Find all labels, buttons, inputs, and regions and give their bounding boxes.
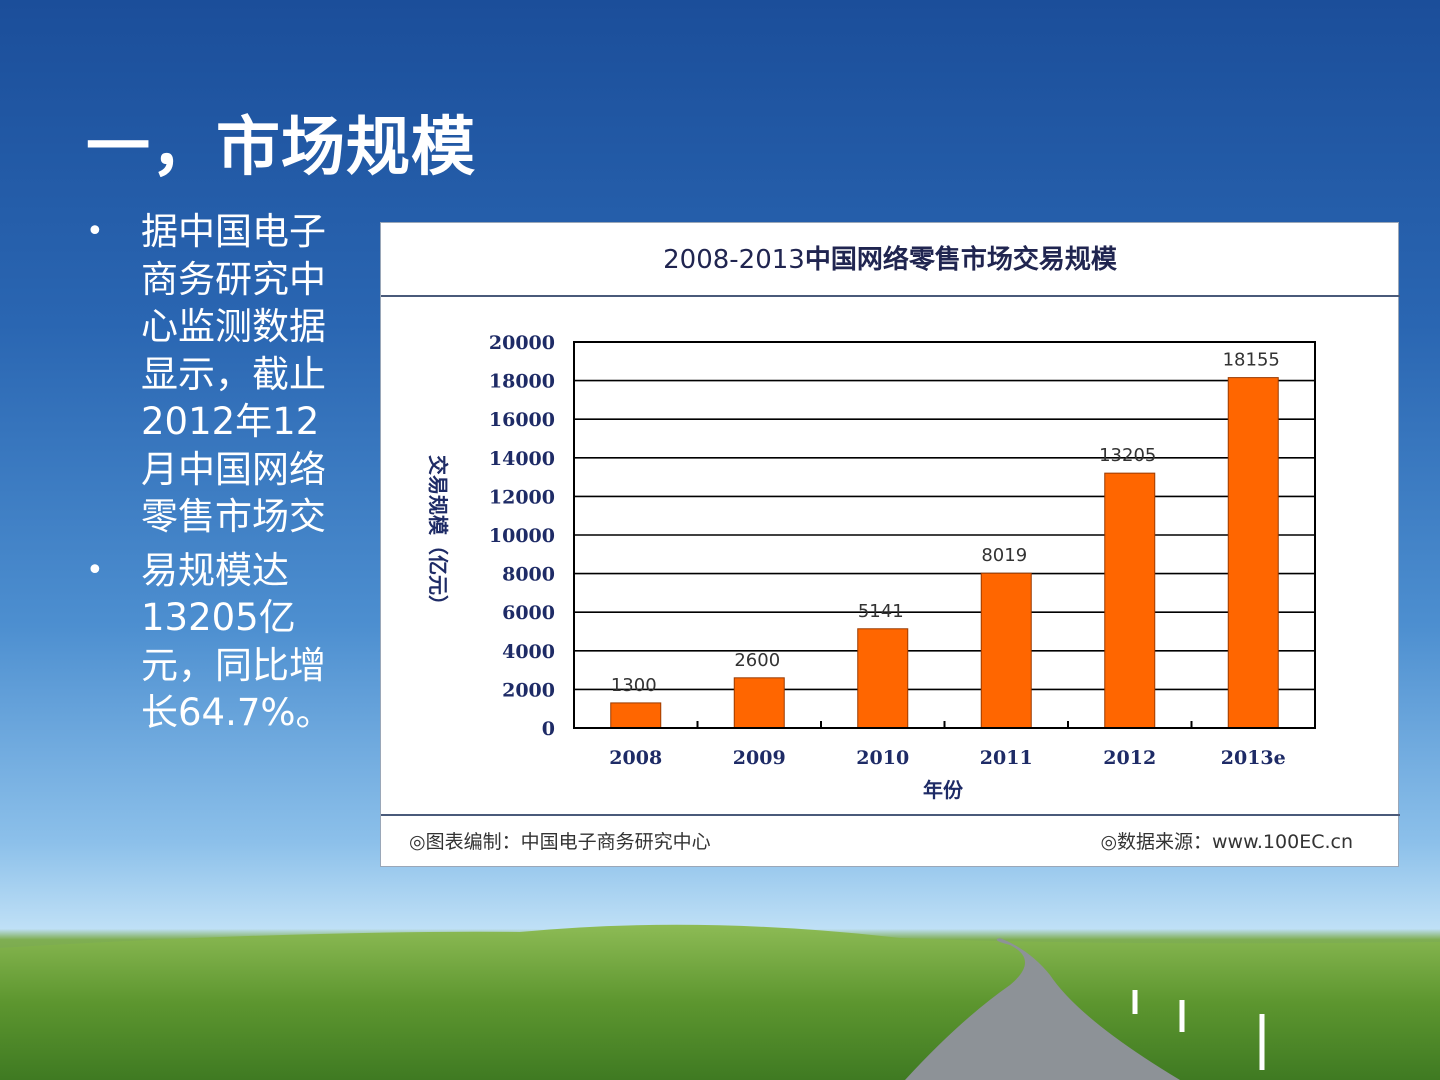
value-label: 2600 — [734, 650, 780, 671]
chart-panel: 2008-2013中国网络零售市场交易规模 0 2000 4000 6000 8000 1… — [380, 222, 1400, 867]
y-tick-label: 6000 — [502, 602, 555, 624]
bar — [1227, 377, 1279, 729]
y-tick-label: 8000 — [502, 564, 555, 586]
x-tick-label: 2012 — [1103, 747, 1156, 769]
y-tick-label: 18000 — [489, 371, 555, 393]
value-label: 1300 — [611, 675, 657, 696]
chart-source: ◎数据来源：www.100EC.cn — [1100, 831, 1353, 853]
bar — [733, 677, 785, 729]
value-label: 18155 — [1223, 350, 1280, 371]
bar — [610, 702, 662, 729]
slide-title: 一，市场规模 — [86, 111, 476, 185]
bullet-list: • 据中国电子商务研究中心监测数据显示，截止2012年12月中国网络零售市场交 … — [86, 208, 336, 743]
plot-frame — [573, 341, 1316, 729]
y-tick-label: 20000 — [489, 332, 555, 354]
bar — [857, 628, 909, 729]
chart-credit: ◎图表编制：中国电子商务研究中心 — [409, 831, 711, 853]
y-tick-label: 12000 — [489, 486, 555, 508]
bullet-text: 易规模达13205亿元，同比增长64.7%。 — [141, 548, 333, 735]
chart-title-range: 2008-2013 — [663, 245, 805, 275]
x-tick-label: 2008 — [609, 747, 662, 769]
value-labels: 1300 2600 5141 8019 13205 18155 — [611, 350, 1280, 696]
bullet-dot-icon: • — [86, 552, 104, 588]
bar-chart: 2008-2013中国网络零售市场交易规模 0 2000 4000 6000 8000 1… — [381, 244, 1400, 853]
bars — [610, 377, 1279, 729]
gridlines — [574, 341, 1315, 729]
bullet-text: 据中国电子商务研究中心监测数据显示，截止2012年12月中国网络零售市场交 — [141, 210, 326, 538]
y-axis-ticks: 0 2000 4000 6000 8000 10000 12000 14000 16000 180… — [489, 332, 555, 740]
bullet-item: • 据中国电子商务研究中心监测数据显示，截止2012年12月中国网络零售市场交 — [86, 208, 336, 541]
bullet-dot-icon: • — [86, 214, 104, 249]
y-tick-label: 2000 — [502, 679, 555, 701]
value-label: 13205 — [1099, 445, 1156, 466]
chart-title-text: 中国网络零售市场交易规模 — [805, 244, 1118, 275]
bullet-item: • 易规模达13205亿元，同比增长64.7%。 — [86, 547, 336, 737]
y-tick-label: 16000 — [489, 409, 555, 431]
x-tick-label: 2011 — [980, 747, 1033, 769]
x-tick-label: 2009 — [733, 747, 786, 769]
bar — [1104, 472, 1156, 729]
value-label: 5141 — [858, 601, 904, 622]
x-tick-label: 2010 — [856, 747, 909, 769]
chart-title: 2008-2013中国网络零售市场交易规模 — [663, 244, 1118, 275]
y-tick-label: 10000 — [489, 525, 555, 547]
y-axis-title: 交易规模（亿元） — [426, 455, 450, 615]
y-tick-label: 0 — [542, 718, 555, 740]
x-tick-label: 2013e — [1221, 747, 1286, 769]
x-axis-ticks: 2008 2009 2010 2011 2012 2013e — [609, 721, 1286, 769]
x-axis-title: 年份 — [923, 778, 964, 802]
value-label: 8019 — [981, 545, 1027, 566]
y-tick-label: 14000 — [489, 448, 555, 470]
y-tick-label: 4000 — [502, 641, 555, 663]
bar — [980, 572, 1032, 729]
